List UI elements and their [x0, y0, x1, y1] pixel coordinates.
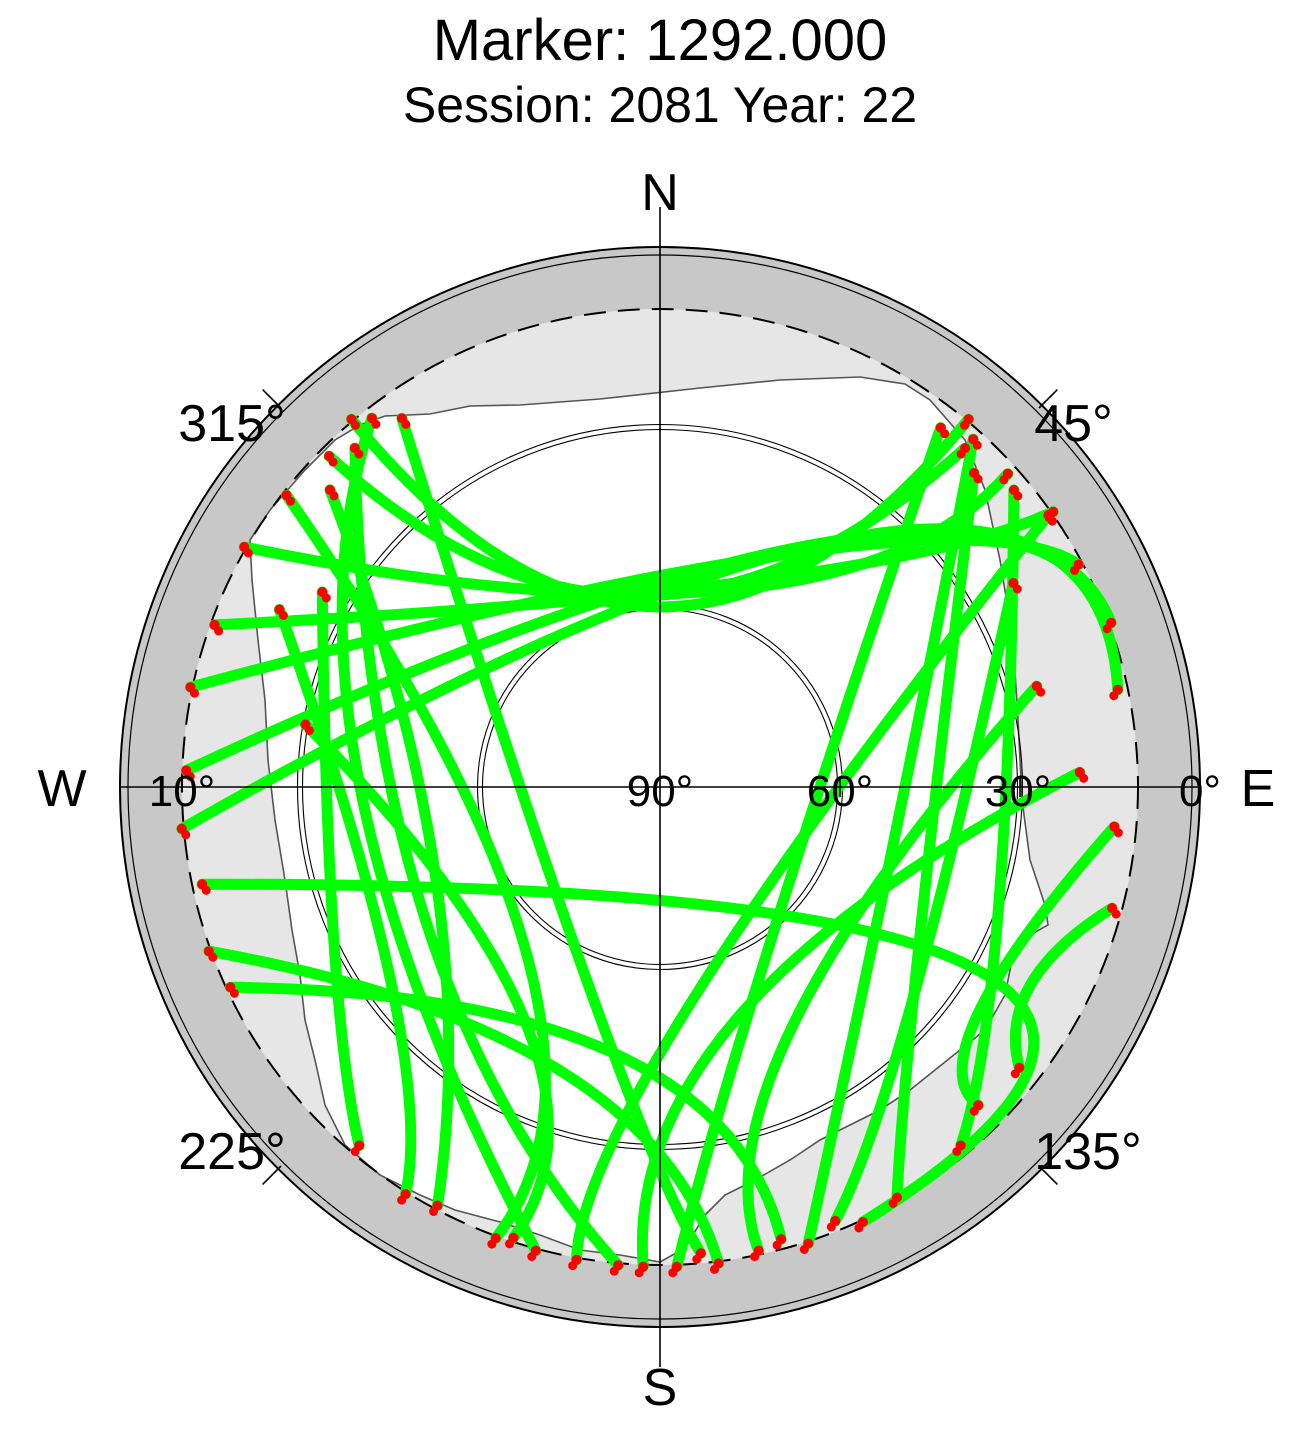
axis-labels: 45° 135° 225° 315° 0° 10° 30° 60° 90°: [149, 395, 1221, 1181]
low-elevation-point-13-0b: [329, 491, 339, 501]
low-elevation-point-25-1b: [634, 1268, 644, 1278]
satellite-track-23: [829, 577, 1019, 1227]
low-elevation-point-11-0b: [354, 449, 364, 459]
low-elevation-point-20-0b: [321, 593, 331, 603]
compass-east-label: E: [1241, 760, 1276, 818]
low-elevation-point-7-0b: [201, 885, 211, 895]
azimuth-tick-315: [262, 389, 282, 409]
low-elevation-point-2-1b: [999, 475, 1009, 485]
satellite-track-12: [396, 412, 707, 1259]
low-elevation-point-27-1b: [1010, 1069, 1020, 1079]
chart-subtitle: Session: 2081 Year: 22: [403, 77, 917, 133]
satellite-track-16: [671, 422, 947, 1273]
satellite-track-15: [802, 433, 979, 1249]
low-elevation-point-21-0b: [278, 611, 288, 620]
satellite-track-19: [571, 509, 1054, 1266]
low-elevation-point-6-1b: [1109, 691, 1119, 701]
low-elevation-point-15-0b: [972, 440, 982, 450]
low-elevation-point-25-0b: [1079, 773, 1089, 783]
low-elevation-point-9-1b: [772, 1240, 782, 1250]
compass-north-label: N: [641, 164, 679, 222]
low-elevation-point-22-1b: [505, 1239, 514, 1249]
low-elevation-point-5-0b: [185, 772, 195, 781]
low-elevation-point-26-0b: [1113, 828, 1123, 838]
compass-west-label: W: [37, 760, 86, 818]
satellite-tracks: [176, 412, 1124, 1273]
low-elevation-point-20-1b: [350, 1147, 360, 1156]
low-elevation-point-7-1b: [854, 1223, 864, 1233]
low-elevation-point-21-1b: [397, 1195, 407, 1205]
low-elevation-point-13-1b: [429, 1207, 438, 1216]
satellite-track-7: [196, 878, 1040, 1228]
satellite-track-26: [956, 821, 1120, 1111]
satellite-track-27: [1010, 902, 1118, 1074]
elevation-label-10: 10°: [149, 767, 216, 816]
low-elevation-point-16-0b: [940, 429, 950, 439]
low-elevation-point-26-1b: [969, 1106, 979, 1116]
low-elevation-point-23-0b: [1012, 584, 1022, 594]
elevation-label-30: 30°: [985, 767, 1052, 816]
low-elevation-point-24-1b: [750, 1252, 760, 1262]
low-elevation-point-4-0b: [190, 688, 199, 698]
low-elevation-point-8-1b: [710, 1264, 719, 1274]
axes: [120, 207, 1200, 1367]
low-elevation-point-15-1b: [799, 1245, 809, 1254]
low-elevation-point-23-1b: [826, 1222, 836, 1232]
low-elevation-point-16-1b: [668, 1268, 678, 1278]
low-elevation-point-17-1b: [888, 1199, 898, 1208]
low-elevation-point-6-0b: [181, 830, 191, 840]
azimuth-label-45: 45°: [1034, 395, 1113, 453]
azimuth-label-135: 135°: [1034, 1123, 1142, 1181]
low-elevation-point-18-1b: [952, 1147, 962, 1156]
low-elevation-point-19-1b: [568, 1261, 578, 1271]
low-elevation-point-0-0b: [351, 420, 360, 430]
low-elevation-point-4-1b: [1070, 566, 1079, 575]
elevation-label-60: 60°: [807, 767, 874, 816]
elevation-label-90: 90°: [627, 767, 694, 816]
low-elevation-point-10-0b: [371, 419, 381, 429]
low-elevation-point-9-0b: [229, 988, 239, 998]
low-elevation-point-24-0b: [1036, 687, 1046, 697]
satellite-track-20: [316, 586, 365, 1151]
low-elevation-point-22-0b: [305, 726, 314, 735]
low-elevation-point-17-0b: [973, 474, 983, 484]
satellite-track-14: [281, 489, 551, 1244]
low-elevation-point-10-1b: [527, 1252, 537, 1262]
low-elevation-point-5-1b: [1102, 624, 1112, 634]
low-elevation-point-19-0b: [1047, 516, 1057, 526]
low-elevation-point-14-1b: [487, 1239, 497, 1249]
azimuth-tick-135: [1038, 1165, 1058, 1185]
low-elevation-point-12-1b: [692, 1254, 702, 1264]
satellite-track-24: [742, 680, 1043, 1257]
compass-south-label: S: [643, 1359, 678, 1417]
elevation-label-0: 0°: [1179, 767, 1221, 816]
low-elevation-point-2-0b: [243, 548, 253, 558]
low-elevation-point-14-0b: [286, 496, 295, 506]
low-elevation-point-11-1b: [609, 1266, 619, 1276]
azimuth-label-315: 315°: [178, 395, 286, 453]
azimuth-tick-225: [262, 1165, 282, 1185]
low-elevation-point-1-1b: [956, 449, 966, 459]
low-elevation-point-12-0b: [401, 419, 411, 429]
low-elevation-point-27-0b: [1111, 909, 1121, 919]
low-elevation-point-18-0b: [1013, 491, 1023, 501]
chart-title: Marker: 1292.000: [433, 8, 888, 73]
azimuth-label-225: 225°: [178, 1123, 286, 1181]
low-elevation-point-3-0b: [214, 626, 224, 636]
satellite-track-22: [300, 719, 554, 1244]
azimuth-tick-45: [1038, 389, 1058, 409]
low-elevation-point-8-0b: [208, 952, 218, 962]
satellite-track-21: [273, 604, 417, 1200]
satellite-track-6: [176, 523, 1124, 835]
low-elevation-points: [176, 413, 1123, 1278]
low-elevation-point-1-0b: [328, 457, 338, 467]
satellite-track-25: [636, 766, 1086, 1273]
satellite-track-2: [238, 468, 1014, 600]
low-elevation-point-0-1b: [960, 420, 969, 430]
